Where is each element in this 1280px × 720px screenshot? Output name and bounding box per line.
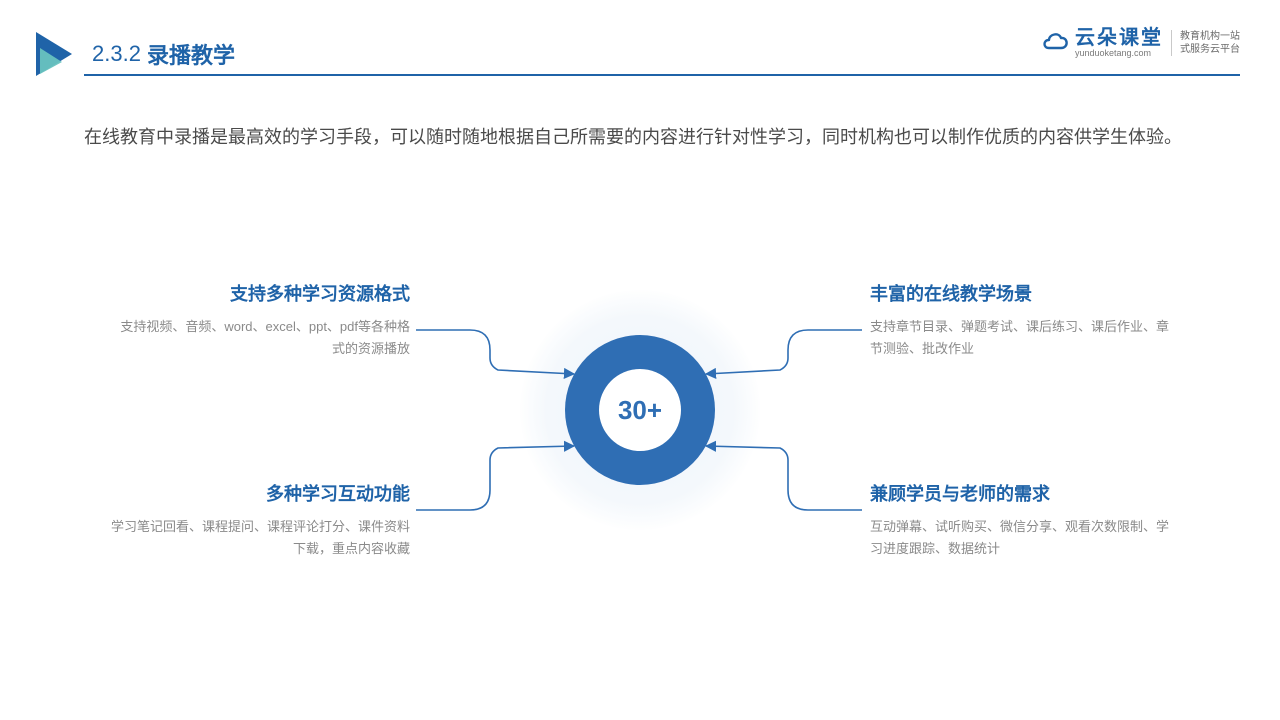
brand-tagline: 教育机构一站 式服务云平台 (1180, 30, 1240, 56)
intro-paragraph: 在线教育中录播是最高效的学习手段，可以随时随地根据自己所需要的内容进行针对性学习… (84, 120, 1220, 154)
brand-tagline-line1: 教育机构一站 (1180, 30, 1240, 43)
brand-logo: 云朵课堂 yunduoketang.com 教育机构一站 式服务云平台 (1041, 28, 1240, 59)
callout-desc: 学习笔记回看、课程提问、课程评论打分、课件资料下载，重点内容收藏 (110, 516, 410, 560)
cloud-icon (1041, 30, 1069, 57)
callout-title: 丰富的在线教学场景 (870, 280, 1170, 306)
brand-domain: yunduoketang.com (1075, 48, 1163, 59)
callout-bottom-right: 兼顾学员与老师的需求 互动弹幕、试听购买、微信分享、观看次数限制、学习进度跟踪、… (870, 480, 1170, 560)
callout-title: 多种学习互动功能 (110, 480, 410, 506)
callout-title: 支持多种学习资源格式 (110, 280, 410, 306)
callout-desc: 互动弹幕、试听购买、微信分享、观看次数限制、学习进度跟踪、数据统计 (870, 516, 1170, 560)
play-icon (34, 32, 78, 76)
brand-text: 云朵课堂 yunduoketang.com (1075, 28, 1163, 59)
section-number: 2.3.2 (92, 41, 141, 67)
callout-desc: 支持视频、音频、word、excel、ppt、pdf等各种格式的资源播放 (110, 316, 410, 360)
feature-diagram: 30+ 支持多种学习资源格式 支持视频、音频、word、excel、ppt、pd… (0, 250, 1280, 610)
callout-desc: 支持章节目录、弹题考试、课后练习、课后作业、章节测验、批改作业 (870, 316, 1170, 360)
brand-tagline-line2: 式服务云平台 (1180, 43, 1240, 56)
callout-bottom-left: 多种学习互动功能 学习笔记回看、课程提问、课程评论打分、课件资料下载，重点内容收… (110, 480, 410, 560)
callout-title: 兼顾学员与老师的需求 (870, 480, 1170, 506)
title-bar: 2.3.2 录播教学 (34, 32, 235, 76)
section-title: 录播教学 (147, 38, 235, 70)
callout-top-left: 支持多种学习资源格式 支持视频、音频、word、excel、ppt、pdf等各种… (110, 280, 410, 360)
brand-divider (1171, 30, 1172, 56)
brand-name: 云朵课堂 (1075, 28, 1163, 48)
slide: 2.3.2 录播教学 云朵课堂 yunduoketang.com 教育机构一站 … (0, 0, 1280, 720)
callout-top-right: 丰富的在线教学场景 支持章节目录、弹题考试、课后练习、课后作业、章节测验、批改作… (870, 280, 1170, 360)
title-underline (84, 74, 1240, 76)
